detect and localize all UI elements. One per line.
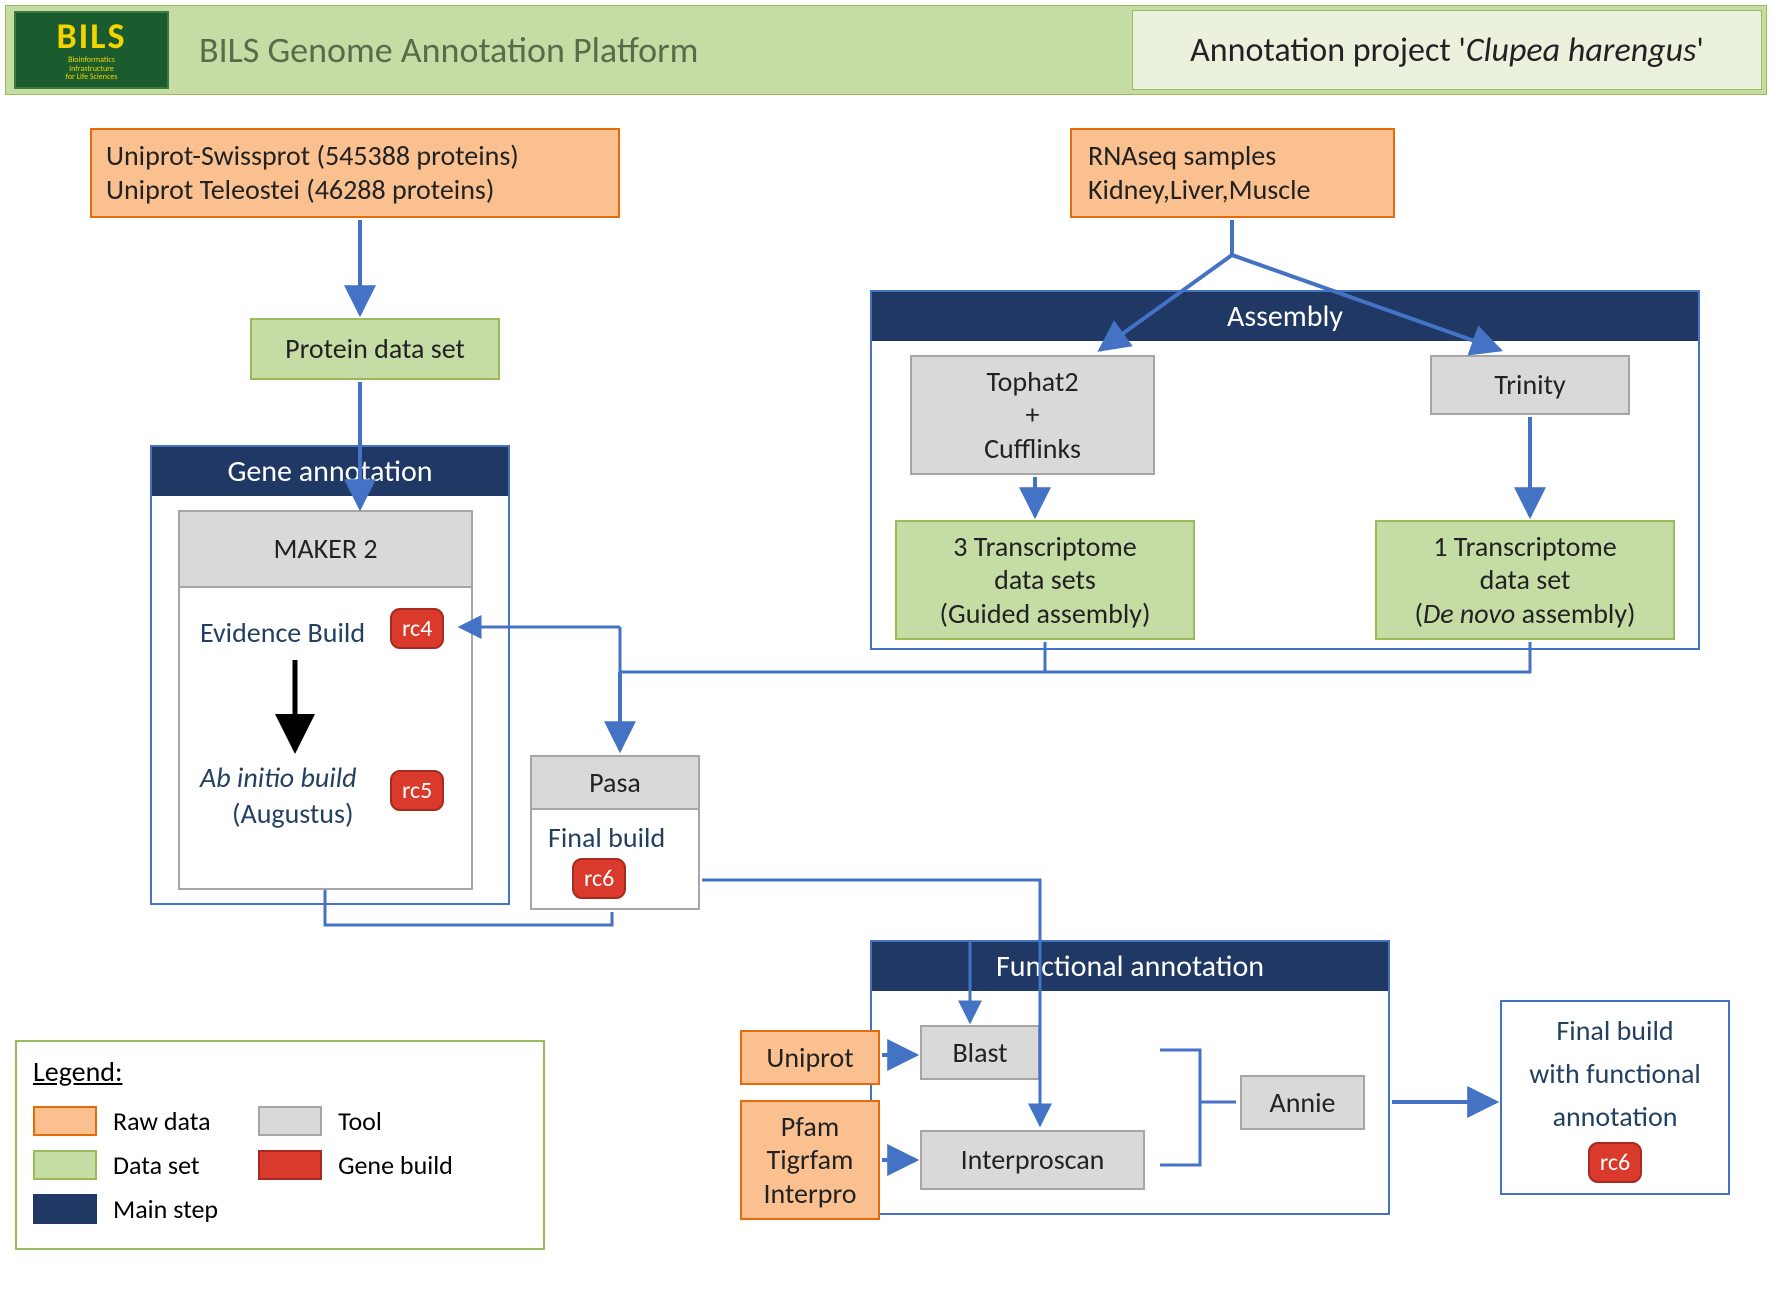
legend-swatch-main <box>33 1194 97 1224</box>
blast-tool: Blast <box>920 1025 1040 1080</box>
final-build-label: Final build <box>548 820 665 855</box>
interproscan-tool: Interproscan <box>920 1130 1145 1190</box>
denovo-dataset: 1 Transcriptome data set (De novo assemb… <box>1375 520 1675 640</box>
header-bar: BILS Bioinformatics Infrastructure for L… <box>5 5 1767 95</box>
annie-tool: Annie <box>1240 1075 1365 1130</box>
logo-main: BILS <box>56 18 126 54</box>
pasa-tool: Pasa <box>530 755 700 810</box>
uniprot-raw-box: Uniprot-Swissprot (545388 proteins) Unip… <box>90 128 620 218</box>
legend-swatch-tool <box>258 1106 322 1136</box>
uniprot-line1: Uniprot-Swissprot (545388 proteins) <box>106 139 519 173</box>
legend-swatch-dset <box>33 1150 97 1180</box>
rc4-badge: rc4 <box>390 608 444 649</box>
maker2-tool: MAKER 2 <box>178 510 473 588</box>
bils-logo: BILS Bioinformatics Infrastructure for L… <box>14 11 169 89</box>
trinity-tool: Trinity <box>1430 355 1630 415</box>
header-title-left: BILS Genome Annotation Platform <box>199 28 698 72</box>
rc6-badge-final: rc6 <box>1588 1142 1642 1183</box>
legend-title: Legend: <box>33 1054 527 1089</box>
assembly-title: Assembly <box>872 292 1698 341</box>
uniprot-func-raw: Uniprot <box>740 1030 880 1085</box>
legend-swatch-raw <box>33 1106 97 1136</box>
abinitio-label1: Ab initio build <box>200 760 357 795</box>
header-right-wrap: Annotation project 'Clupea harengus' <box>1132 10 1762 90</box>
rnaseq-raw-box: RNAseq samples Kidney,Liver,Muscle <box>1070 128 1395 218</box>
uniprot-line2: Uniprot Teleostei (46288 proteins) <box>106 173 494 207</box>
rc5-badge: rc5 <box>390 770 444 811</box>
rc6-badge-pasa: rc6 <box>572 858 626 899</box>
pfam-raw: Pfam Tigrfam Interpro <box>740 1100 880 1220</box>
final-build-box: Final build with functional annotation r… <box>1500 1000 1730 1195</box>
gene-annotation-title: Gene annotation <box>152 447 508 496</box>
abinitio-label2: (Augustus) <box>232 796 353 831</box>
protein-dataset-box: Protein data set <box>250 318 500 380</box>
tophat-tool: Tophat2 + Cufflinks <box>910 355 1155 475</box>
functional-annotation-title: Functional annotation <box>872 942 1388 991</box>
evidence-build-label: Evidence Build <box>200 615 365 650</box>
logo-sub: Bioinformatics Infrastructure for Life S… <box>66 56 118 82</box>
header-title-right: Annotation project 'Clupea harengus' <box>1190 30 1704 71</box>
legend-swatch-build <box>258 1150 322 1180</box>
guided-dataset: 3 Transcriptome data sets (Guided assemb… <box>895 520 1195 640</box>
legend-box: Legend: Raw data Data set Main step Tool… <box>15 1040 545 1250</box>
